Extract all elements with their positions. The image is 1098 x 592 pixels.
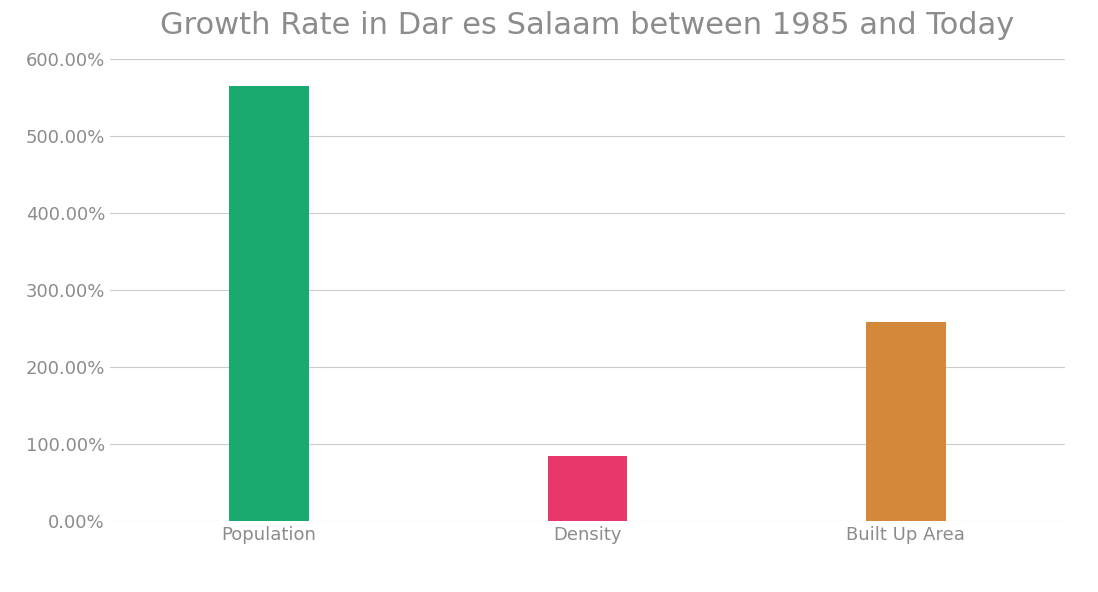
Title: Growth Rate in Dar es Salaam between 1985 and Today: Growth Rate in Dar es Salaam between 198… [160, 11, 1015, 40]
Bar [229, 86, 309, 521]
Bar [548, 456, 627, 521]
Bar [866, 323, 945, 521]
